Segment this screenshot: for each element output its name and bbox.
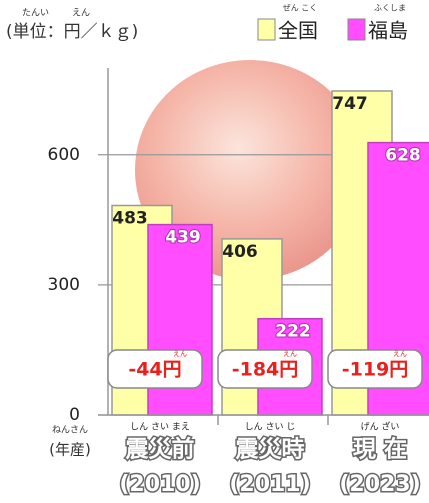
annotation-box bbox=[327, 349, 423, 389]
value-label: 439 bbox=[165, 228, 201, 248]
annotation: -184円 bbox=[232, 359, 299, 381]
legend-swatch bbox=[347, 18, 366, 41]
legend-ruby: ふくしま bbox=[374, 4, 406, 13]
annotation: -119円 bbox=[342, 359, 409, 381]
category-year: (2010) bbox=[119, 472, 200, 497]
y-tick-label: 300 bbox=[48, 275, 80, 295]
annotation-ruby: えん bbox=[283, 350, 297, 358]
annotation-box bbox=[217, 349, 313, 389]
axis-note: (年産) bbox=[49, 441, 91, 459]
y-tick-label: 600 bbox=[48, 145, 80, 165]
legend-label: 全国 bbox=[278, 19, 318, 43]
annotation-ruby: えん bbox=[393, 350, 407, 358]
legend-ruby: ぜん こく bbox=[283, 4, 318, 13]
annotation: -44円 bbox=[128, 359, 181, 381]
x-tick-label: 震災前 bbox=[126, 436, 195, 463]
category-ruby: げん ざい bbox=[361, 421, 400, 433]
value-label: 222 bbox=[275, 322, 311, 342]
unit-ruby: えん bbox=[72, 8, 90, 19]
y-tick-label: 0 bbox=[69, 405, 80, 425]
annotation-ruby: えん bbox=[173, 350, 187, 358]
annotation-box bbox=[107, 349, 203, 389]
category-year: (2023) bbox=[339, 472, 420, 497]
unit-ruby: たんい bbox=[22, 8, 49, 19]
x-tick-label: 現 在 bbox=[353, 436, 407, 463]
category-year: (2011) bbox=[229, 472, 310, 497]
value-label: 747 bbox=[332, 94, 368, 114]
legend-swatch bbox=[257, 18, 276, 41]
axis-note-ruby: ねんさん bbox=[52, 425, 88, 436]
x-tick-label: 震災時 bbox=[236, 437, 305, 463]
legend-label: 福島 bbox=[368, 19, 408, 43]
category-ruby: しん さい じ bbox=[245, 422, 296, 433]
unit-label: (単位：円／ｋｇ) bbox=[6, 22, 138, 42]
value-label: 483 bbox=[112, 208, 148, 228]
value-label: 406 bbox=[222, 242, 258, 262]
value-label: 628 bbox=[385, 146, 421, 166]
category-ruby: しん さい まえ bbox=[130, 422, 190, 433]
